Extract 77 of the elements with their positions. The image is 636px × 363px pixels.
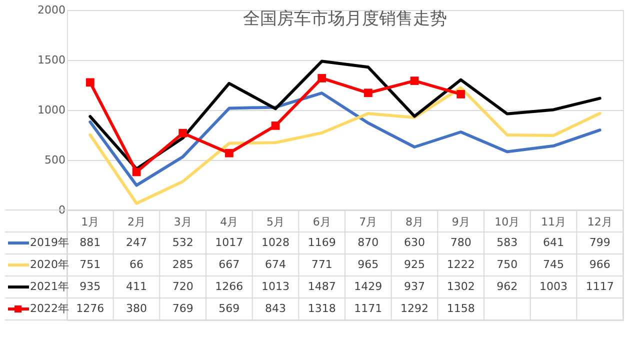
point xyxy=(456,90,466,98)
data-label: 780 xyxy=(450,236,472,249)
data-label: 720 xyxy=(172,280,194,293)
data-label: 1169 xyxy=(308,236,336,249)
data-label: 751 xyxy=(80,258,101,271)
data-label: 1117 xyxy=(586,280,614,293)
data-label: 1028 xyxy=(262,236,290,249)
data-label: 1222 xyxy=(446,258,475,271)
data-label: 569 xyxy=(218,302,240,315)
x-tick-label: 3月 xyxy=(174,216,192,228)
data-label: 1292 xyxy=(400,302,428,315)
legend-label: 2019年 xyxy=(30,236,69,249)
y-tick-label: 2000 xyxy=(38,4,66,16)
data-label: 583 xyxy=(496,236,518,249)
point xyxy=(224,148,234,158)
x-tick-label: 2月 xyxy=(128,216,146,228)
x-tick-label: 6月 xyxy=(312,216,331,228)
x-tick-label: 11月 xyxy=(541,216,566,228)
data-label: 247 xyxy=(126,236,147,249)
point xyxy=(132,168,141,176)
y-tick-label: 500 xyxy=(44,154,66,166)
x-tick-label: 4月 xyxy=(220,216,238,228)
data-label: 1013 xyxy=(262,280,290,293)
x-tick-label: 8月 xyxy=(406,216,424,228)
data-label: 1429 xyxy=(354,280,382,293)
data-label: 411 xyxy=(126,280,147,293)
data-label: 1266 xyxy=(215,280,244,293)
point xyxy=(178,128,188,138)
data-label: 1017 xyxy=(215,236,244,249)
legend-label: 2022年 xyxy=(30,302,69,315)
data-label: 937 xyxy=(404,280,425,293)
data-label: 674 xyxy=(265,258,286,271)
legend-label: 2021年 xyxy=(30,280,69,293)
data-label: 532 xyxy=(172,236,194,249)
line-series xyxy=(88,92,602,187)
data-label: 881 xyxy=(80,236,101,249)
point xyxy=(318,74,326,82)
data-label: 285 xyxy=(172,258,194,271)
data-label: 1302 xyxy=(446,280,475,293)
data-label: 1171 xyxy=(354,302,382,315)
x-tick-label: 12月 xyxy=(587,216,612,228)
data-label: 1318 xyxy=(308,302,336,315)
data-label: 966 xyxy=(589,258,610,271)
point xyxy=(271,122,280,130)
chart-title: 全国房车市场月度销售走势 xyxy=(243,9,447,29)
data-label: 962 xyxy=(496,280,518,293)
data-label: 965 xyxy=(358,258,379,271)
x-tick-label: 5月 xyxy=(266,216,284,228)
line-series xyxy=(88,86,602,205)
data-label: 745 xyxy=(543,258,564,271)
data-label: 843 xyxy=(265,302,286,315)
data-label: 769 xyxy=(172,302,194,315)
data-label: 750 xyxy=(496,258,518,271)
data-label: 1276 xyxy=(76,302,104,315)
data-label: 667 xyxy=(218,258,240,271)
data-label: 935 xyxy=(80,280,101,293)
data-label: 771 xyxy=(311,258,332,271)
data-label: 870 xyxy=(358,236,379,249)
x-tick-label: 1月 xyxy=(81,216,100,228)
data-label: 380 xyxy=(126,302,147,315)
data-label: 630 xyxy=(404,236,425,249)
data-label: 799 xyxy=(589,236,610,249)
data-label: 641 xyxy=(543,236,564,249)
data-label: 925 xyxy=(404,258,425,271)
y-tick-label: 1000 xyxy=(38,104,66,116)
point xyxy=(364,88,372,98)
x-tick-label: 9月 xyxy=(452,216,470,228)
data-label: 1158 xyxy=(446,302,475,315)
legend-label: 2020年 xyxy=(30,258,69,271)
x-tick-label: 10月 xyxy=(494,216,520,228)
data-label: 66 xyxy=(130,258,144,271)
data-label: 1003 xyxy=(540,280,568,293)
point xyxy=(410,76,419,85)
y-tick-label: 1500 xyxy=(38,54,66,66)
point xyxy=(86,78,94,87)
data-label: 1487 xyxy=(308,280,336,293)
x-tick-label: 7月 xyxy=(359,216,378,228)
